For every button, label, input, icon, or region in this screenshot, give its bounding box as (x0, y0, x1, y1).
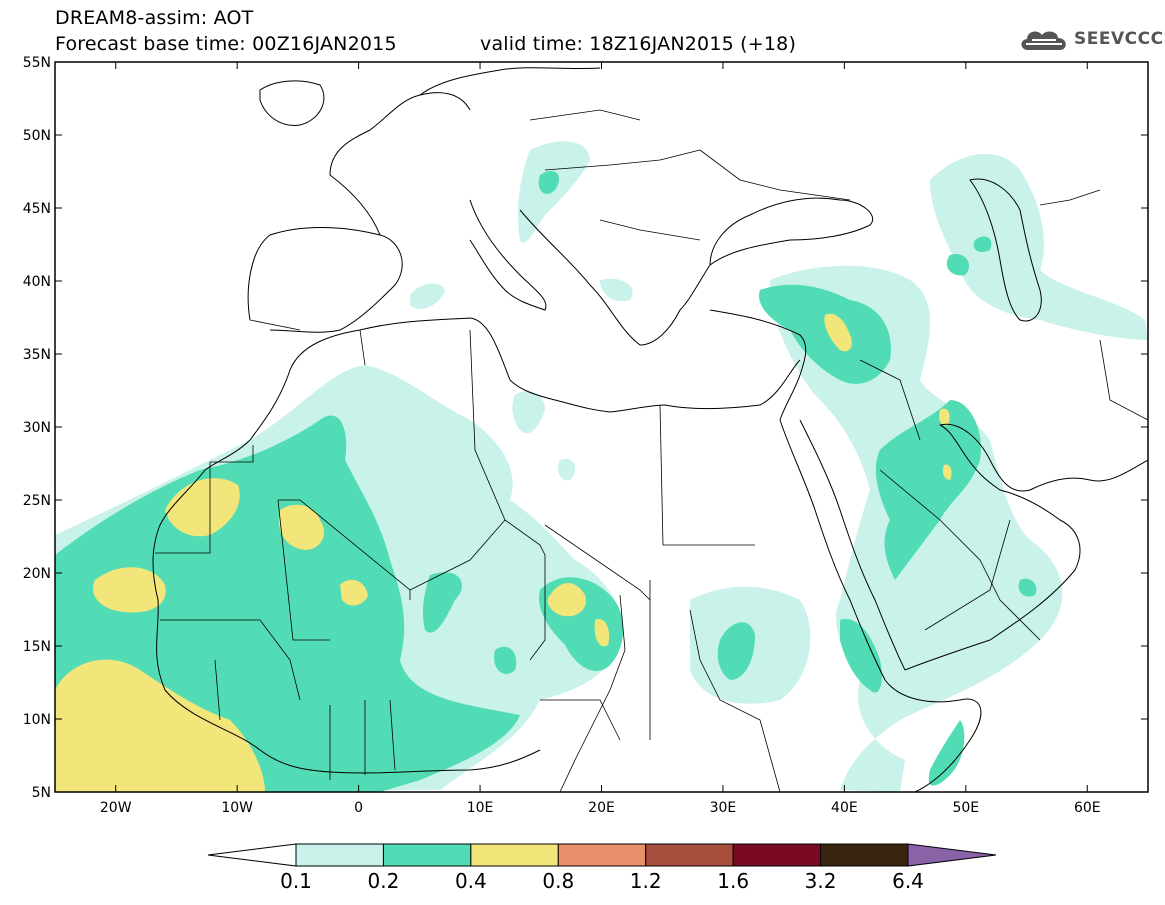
colorbar-box (732, 843, 822, 867)
colorbar-high-arrow (907, 843, 997, 867)
latitude-labels: 55N 50N 45N 40N 35N 30N 25N 20N 15N 10N 5N (23, 55, 51, 801)
lat-label: 35N (23, 347, 51, 363)
colorbar: 0.1 0.2 0.4 0.8 1.2 1.6 3.2 6.4 (207, 843, 997, 893)
valid-time: valid time: 18Z16JAN2015 (+18) (480, 33, 797, 55)
colorbar-low-arrow (207, 843, 297, 867)
lat-label: 15N (23, 639, 51, 655)
colorbar-label: 6.4 (892, 869, 924, 893)
lon-label: 0 (354, 800, 363, 816)
lon-label: 50E (952, 800, 979, 816)
colorbar-box (645, 843, 734, 867)
cloud-logo-icon (1021, 31, 1066, 50)
colorbar-label: 0.2 (368, 869, 400, 893)
map-title: DREAM8-assim: AOT (55, 7, 254, 29)
colorbar-label: 0.4 (455, 869, 487, 893)
lat-label: 20N (23, 566, 51, 582)
lon-label: 30E (710, 800, 737, 816)
colorbar-label: 1.2 (630, 869, 662, 893)
lon-label: 10W (221, 800, 253, 816)
lat-label: 5N (32, 785, 51, 801)
colorbar-box (820, 843, 909, 867)
lat-label: 10N (23, 712, 51, 728)
lat-label: 45N (23, 201, 51, 217)
colorbar-label: 1.6 (717, 869, 749, 893)
lat-label: 55N (23, 55, 51, 71)
lon-label: 20E (588, 800, 615, 816)
base-time: Forecast base time: 00Z16JAN2015 (55, 33, 397, 55)
colorbar-box (382, 843, 472, 867)
lat-label: 50N (23, 128, 51, 144)
lon-label: 40E (831, 800, 858, 816)
coastlines (152, 67, 1148, 792)
axis-ticks (55, 61, 1148, 793)
aot-field (55, 141, 1148, 792)
colorbar-box (295, 843, 384, 867)
colorbar-label: 0.8 (542, 869, 574, 893)
lat-label: 30N (23, 420, 51, 436)
lat-label: 25N (23, 493, 51, 509)
forecast-times: Forecast base time: 00Z16JAN2015 valid ti… (55, 33, 796, 55)
colorbar-box (557, 843, 647, 867)
borders (155, 109, 1148, 792)
colorbar-label: 3.2 (805, 869, 837, 893)
lon-label: 60E (1074, 800, 1101, 816)
lat-label: 40N (23, 274, 51, 290)
lon-label: 20W (100, 800, 132, 816)
longitude-labels: 20W 10W 0 10E 20E 30E 40E 50E 60E (100, 800, 1101, 816)
colorbar-label: 0.1 (280, 869, 312, 893)
seevccc-logo: SEEVCCC (1018, 26, 1164, 52)
lon-label: 10E (467, 800, 494, 816)
logo-text: SEEVCCC (1074, 29, 1164, 49)
colorbar-box (470, 843, 559, 867)
